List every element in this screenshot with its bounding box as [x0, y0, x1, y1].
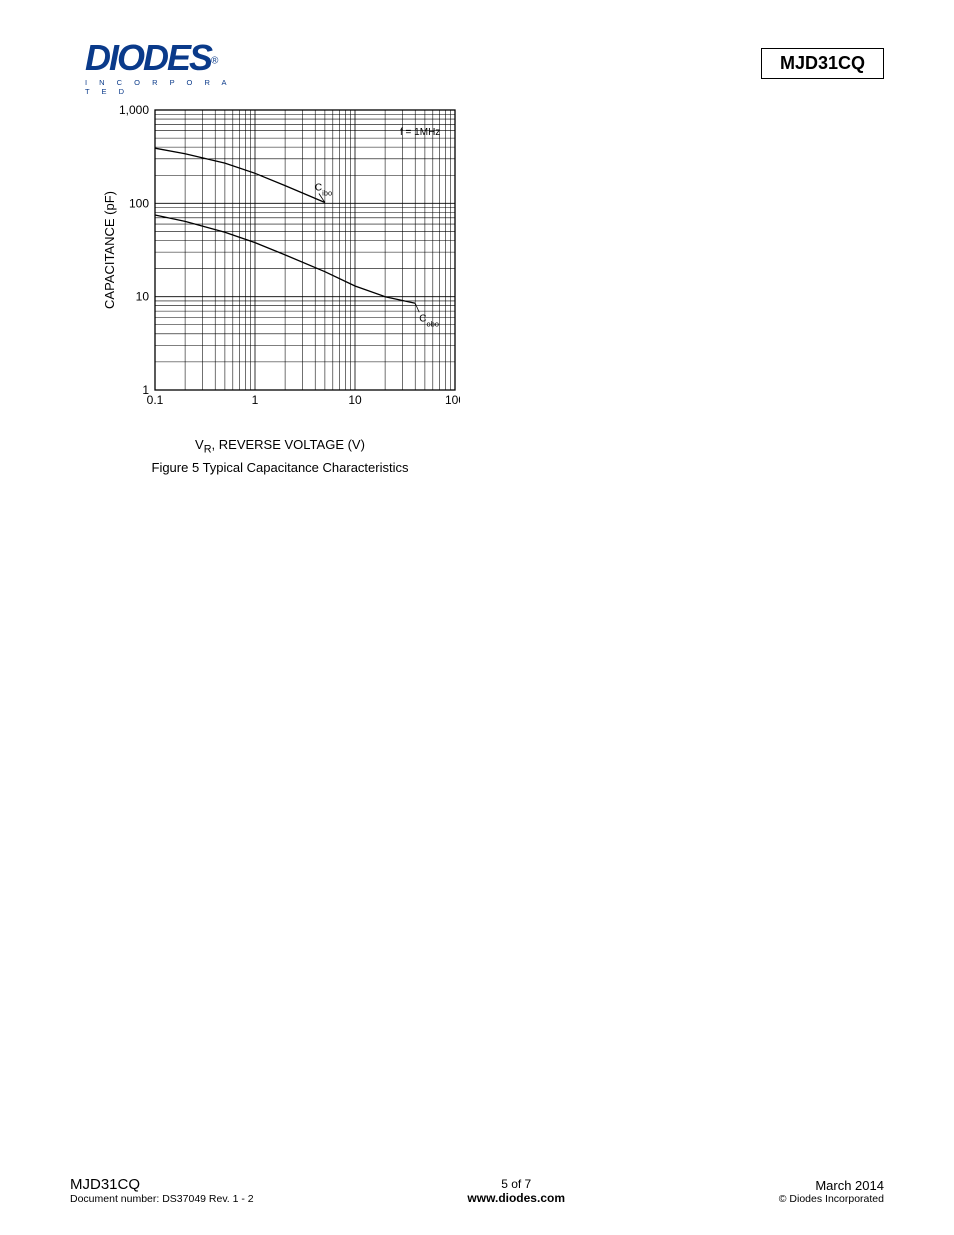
- footer-date: March 2014: [779, 1178, 884, 1193]
- footer-right: March 2014 © Diodes Incorporated: [779, 1178, 884, 1205]
- page-footer: MJD31CQ Document number: DS37049 Rev. 1 …: [70, 1176, 884, 1205]
- svg-text:Cibo: Cibo: [315, 183, 332, 198]
- svg-text:CAPACITANCE (pF): CAPACITANCE (pF): [102, 191, 117, 309]
- footer-page: 5 of 7: [467, 1177, 565, 1191]
- svg-text:1,000: 1,000: [119, 103, 149, 117]
- footer-copyright: © Diodes Incorporated: [779, 1193, 884, 1205]
- svg-text:0.1: 0.1: [147, 393, 164, 407]
- svg-text:100: 100: [445, 393, 460, 407]
- footer-url: www.diodes.com: [467, 1191, 565, 1205]
- figure-caption: Figure 5 Typical Capacitance Characteris…: [100, 460, 460, 475]
- company-logo: DIODES® I N C O R P O R A T E D: [85, 40, 235, 96]
- chart-svg: 0.11101001101001,000CAPACITANCE (pF)Cibo…: [100, 100, 460, 430]
- logo-registered: ®: [211, 56, 218, 67]
- svg-text:1: 1: [142, 383, 149, 397]
- svg-text:f = 1MHz: f = 1MHz: [400, 127, 440, 138]
- part-number-box: MJD31CQ: [761, 48, 884, 79]
- svg-text:10: 10: [136, 290, 150, 304]
- footer-part: MJD31CQ: [70, 1176, 254, 1193]
- svg-text:10: 10: [348, 393, 362, 407]
- footer-docnum: Document number: DS37049 Rev. 1 - 2: [70, 1193, 254, 1205]
- svg-text:1: 1: [252, 393, 259, 407]
- svg-text:Cobo: Cobo: [419, 313, 439, 328]
- svg-text:100: 100: [129, 196, 149, 210]
- footer-center: 5 of 7 www.diodes.com: [467, 1177, 565, 1205]
- logo-text: DIODES: [85, 37, 211, 78]
- logo-subtext: I N C O R P O R A T E D: [85, 78, 235, 96]
- footer-left: MJD31CQ Document number: DS37049 Rev. 1 …: [70, 1176, 254, 1205]
- capacitance-chart: 0.11101001101001,000CAPACITANCE (pF)Cibo…: [100, 100, 460, 475]
- x-axis-label: VR, REVERSE VOLTAGE (V): [100, 437, 460, 456]
